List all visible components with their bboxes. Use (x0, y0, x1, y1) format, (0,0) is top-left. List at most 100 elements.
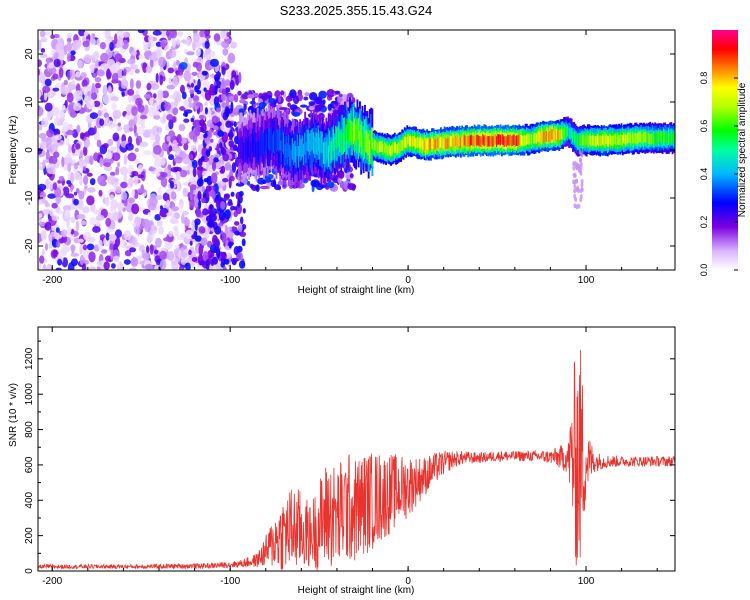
colorbar-ticks: 0.0 0.2 0.4 0.6 0.8 (699, 72, 738, 276)
spectrogram-cell (341, 133, 344, 156)
spectrogram-cell (231, 70, 237, 80)
spectrogram-cell (230, 101, 234, 112)
spectrogram-cell (115, 186, 122, 194)
spectrogram-cell (294, 140, 297, 163)
spectrogram-cell (552, 129, 554, 140)
spectrogram-cell (601, 134, 604, 145)
spectrogram-cell (151, 125, 161, 136)
spectrogram-cell (181, 91, 187, 100)
spectrogram-cell (265, 176, 272, 183)
spectrogram-cell (344, 118, 346, 141)
spectrogram-cell (101, 249, 108, 254)
spectrogram-cell (168, 49, 177, 58)
spectrogram-cell (159, 210, 167, 217)
spectrogram-cell (269, 129, 272, 152)
spectrogram-cell (239, 231, 247, 237)
spectrogram-cell (576, 185, 580, 191)
spectrogram-cell (628, 132, 630, 144)
spectrogram-cell (173, 60, 177, 69)
spectrogram-cell (387, 145, 390, 157)
spectrogram-cell (172, 76, 179, 88)
spectrogram-cell (311, 128, 314, 150)
spectrogram-cell (102, 85, 108, 96)
y-tick-label: 0 (24, 147, 35, 153)
spectrogram-cell (280, 122, 283, 157)
spectrogram-cell (182, 137, 187, 144)
snr-panel: -200 -100 0 100 0 200 400 600 800 1000 1200 Heigh… (8, 326, 676, 596)
spectrogram-cell (99, 118, 105, 126)
spectrogram-cell (190, 82, 194, 88)
spectrogram-cell (133, 124, 137, 135)
spectrogram-cell (579, 197, 583, 203)
spectrogram-cell (238, 260, 246, 269)
spectrogram-cell (97, 175, 106, 186)
spectrogram-cell (573, 203, 577, 209)
spectrogram-cell (243, 142, 245, 165)
spectrogram-cell (53, 33, 60, 39)
spectrogram-cell (102, 143, 109, 149)
spectrogram-cell (395, 142, 397, 153)
spectrogram-cell (121, 191, 128, 201)
spectrogram-cell (512, 135, 515, 146)
spectrogram-cell (228, 129, 234, 141)
spectrogram-cell (108, 120, 114, 130)
spectrogram-cell (259, 185, 269, 190)
spectrogram-cell (52, 182, 58, 191)
spectrogram-cell (82, 166, 87, 172)
spectrogram-cell (578, 168, 582, 174)
spectrogram-cell (280, 140, 283, 163)
spectrogram-cell (456, 137, 458, 149)
spectrogram-cell (510, 135, 513, 147)
spectrogram-cell (240, 93, 250, 99)
spectrogram-cell (572, 161, 576, 167)
spectrogram-cell (195, 206, 201, 218)
spectrogram-cell (228, 198, 233, 206)
spectrogram-cell (391, 144, 394, 156)
x-tick-label: 100 (578, 275, 595, 286)
spectrogram-cell (214, 85, 218, 95)
colorbar-tick-label: 0.8 (699, 72, 709, 85)
spectrogram-cell (600, 135, 603, 147)
spectrogram-cell (666, 133, 669, 144)
spectrogram-cell (123, 68, 127, 76)
spectrogram-cell (670, 133, 673, 144)
spectrogram-cell (56, 240, 61, 248)
x-tick-label: 0 (405, 576, 411, 587)
spectrogram-cell (56, 206, 61, 214)
spectrogram-cell (199, 119, 205, 127)
spectrogram-cell (103, 261, 110, 270)
spectrogram-cell (549, 131, 552, 142)
spectrogram-cell (44, 102, 53, 112)
spectrogram-cell (258, 102, 267, 108)
spectrogram-cell (73, 102, 82, 112)
colorbar-label: Normalized spectral amplitude (737, 82, 748, 217)
spectrogram-cell (247, 181, 251, 186)
spectrogram-cell (38, 142, 41, 148)
spectrogram-cell (237, 90, 242, 96)
spectrogram-cell (331, 138, 334, 160)
spectrogram-cell (315, 132, 318, 154)
spectrogram-cell (86, 243, 95, 251)
spectrogram-cell (67, 262, 75, 270)
spectrogram-cell (335, 102, 339, 106)
spectrogram-cell (179, 62, 188, 70)
spectrogram-cell (82, 132, 92, 137)
spectrogram-cell (591, 135, 594, 146)
spectrogram-cell (209, 123, 215, 129)
spectrogram-cell (364, 119, 366, 154)
spectrogram-cell (573, 188, 577, 194)
spectrogram-cell (49, 208, 55, 217)
spectrogram-cell (250, 142, 253, 164)
spectrogram-cell (311, 134, 314, 169)
spectrogram-cell (242, 208, 246, 214)
spectrogram-cell (86, 195, 95, 206)
spectrogram-cell (96, 69, 105, 77)
spectrogram-cell (79, 149, 84, 158)
spectrogram-cell (155, 237, 162, 248)
spectrogram-cell (308, 101, 316, 106)
spectrogram-cell (362, 135, 365, 157)
spectrogram-cell (117, 122, 122, 127)
spectrogram-cell (49, 155, 58, 165)
spectrogram-cell (633, 133, 635, 145)
